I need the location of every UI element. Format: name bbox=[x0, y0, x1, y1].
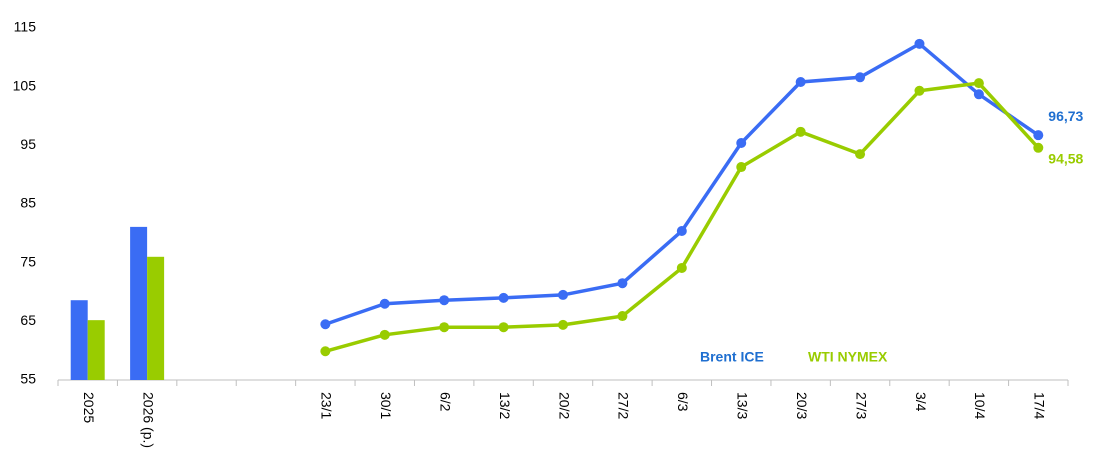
point bbox=[558, 319, 568, 330]
point bbox=[973, 78, 984, 89]
x-tick-label: 13/2 bbox=[497, 392, 513, 419]
x-tick-label: 27/2 bbox=[616, 392, 632, 419]
bar bbox=[70, 300, 88, 380]
point bbox=[736, 137, 747, 148]
point bbox=[855, 72, 866, 83]
point bbox=[320, 319, 331, 330]
x-tick-label: 10/4 bbox=[972, 392, 988, 419]
y-tick-label: 75 bbox=[20, 253, 36, 269]
point bbox=[439, 295, 450, 306]
point bbox=[1033, 142, 1044, 153]
x-tick-label: 13/3 bbox=[735, 392, 751, 419]
point bbox=[498, 322, 509, 333]
x-tick-label: 2026 (p.) bbox=[140, 392, 156, 448]
y-tick-label: 105 bbox=[13, 77, 37, 93]
data-label: 94,58 bbox=[1048, 151, 1083, 167]
y-tick-label: 65 bbox=[20, 312, 36, 328]
point bbox=[973, 89, 984, 100]
y-tick-label: 115 bbox=[14, 19, 37, 35]
x-tick-label: 23/1 bbox=[319, 392, 335, 419]
point bbox=[617, 311, 628, 322]
point bbox=[439, 322, 450, 333]
point bbox=[914, 85, 925, 96]
point bbox=[855, 149, 866, 160]
point bbox=[1033, 130, 1044, 141]
point bbox=[676, 262, 687, 273]
y-tick-label: 85 bbox=[20, 195, 36, 211]
x-tick-label: 27/3 bbox=[853, 392, 869, 419]
point bbox=[795, 126, 806, 137]
point bbox=[914, 38, 925, 49]
x-tick-label: 20/3 bbox=[794, 392, 810, 419]
y-tick-label: 55 bbox=[20, 371, 36, 387]
point bbox=[558, 289, 568, 300]
bar bbox=[147, 256, 165, 380]
data-label: 96,73 bbox=[1048, 108, 1083, 124]
x-tick-label: 6/2 bbox=[437, 392, 453, 412]
x-tick-label: 20/2 bbox=[556, 392, 572, 419]
line bbox=[324, 81, 1040, 353]
point bbox=[498, 292, 509, 303]
x-tick-label: 3/4 bbox=[913, 392, 929, 412]
legend-entry: WTI NYMEX bbox=[808, 349, 888, 365]
y-tick-label: 95 bbox=[20, 136, 36, 152]
x-tick-label: 6/3 bbox=[675, 392, 691, 412]
line bbox=[324, 41, 1040, 326]
point bbox=[379, 298, 390, 309]
point bbox=[379, 329, 390, 340]
point bbox=[795, 76, 806, 87]
bar bbox=[130, 226, 148, 380]
x-tick-label: 30/1 bbox=[378, 392, 394, 419]
point bbox=[676, 225, 687, 236]
x-tick-label: 2025 bbox=[81, 392, 97, 423]
point bbox=[617, 278, 628, 289]
point bbox=[320, 346, 331, 357]
point bbox=[736, 162, 747, 173]
bar bbox=[87, 320, 105, 380]
legend-entry: Brent ICE bbox=[700, 349, 764, 365]
x-tick-label: 17/4 bbox=[1032, 392, 1048, 419]
